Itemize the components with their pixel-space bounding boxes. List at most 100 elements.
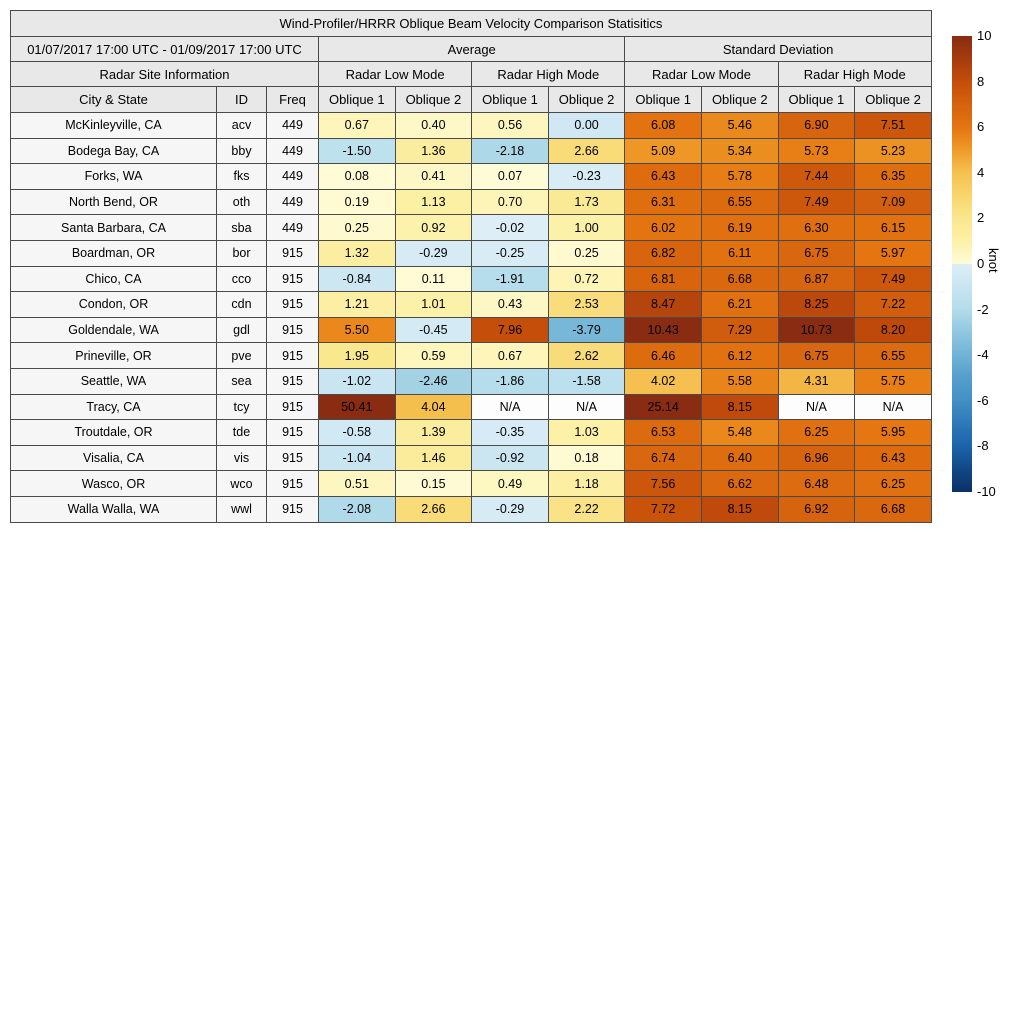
value-cell: 2.22 [547, 495, 626, 523]
city-cell: North Bend, OR [10, 188, 217, 216]
site-id-cell: fks [216, 163, 267, 190]
value-cell: 6.31 [624, 188, 702, 216]
value-cell: 1.95 [318, 342, 396, 369]
col-header-oblique-1: Oblique 1 [318, 86, 396, 113]
freq-cell: 449 [266, 137, 319, 165]
value-cell: 0.18 [547, 444, 626, 472]
value-cell: 5.23 [854, 137, 932, 165]
value-cell: 50.41 [318, 393, 396, 421]
city-cell: Bodega Bay, CA [10, 137, 217, 165]
value-cell: 1.73 [547, 188, 626, 216]
colorbar-tick-label: -4 [977, 347, 989, 363]
col-header-freq: Freq [266, 86, 319, 113]
value-cell: 0.49 [471, 470, 549, 497]
value-cell: 0.08 [318, 163, 396, 190]
col-header-oblique-1: Oblique 1 [624, 86, 702, 113]
value-cell: 6.48 [777, 470, 856, 497]
value-cell: 8.15 [700, 393, 779, 421]
period-cell: 01/07/2017 17:00 UTC - 01/09/2017 17:00 … [10, 36, 319, 62]
colorbar-tick-label: -8 [977, 438, 989, 454]
value-cell: 0.25 [547, 239, 626, 267]
value-cell: 1.03 [547, 419, 626, 446]
freq-cell: 915 [266, 444, 319, 472]
freq-cell: 915 [266, 470, 319, 497]
value-cell: 1.32 [318, 239, 396, 267]
value-cell: N/A [471, 393, 549, 421]
value-cell: 6.90 [777, 112, 856, 139]
table-title: Wind-Profiler/HRRR Oblique Beam Velocity… [10, 10, 932, 37]
value-cell: 7.49 [854, 265, 932, 293]
value-cell: 6.55 [854, 342, 932, 369]
value-cell: 6.43 [624, 163, 702, 190]
value-cell: 0.56 [471, 112, 549, 139]
value-cell: 6.25 [777, 419, 856, 446]
value-cell: -0.23 [547, 163, 626, 190]
freq-cell: 915 [266, 393, 319, 421]
table-row: Forks, WA fks 449 0.08 0.41 0.07 -0.23 6.43 5.78… [10, 163, 932, 190]
value-cell: 6.40 [700, 444, 779, 472]
value-cell: 6.12 [700, 342, 779, 369]
value-cell: 1.46 [394, 444, 473, 472]
title-row: Wind-Profiler/HRRR Oblique Beam Velocity… [10, 10, 932, 37]
value-cell: 5.50 [318, 316, 396, 344]
value-cell: 5.34 [700, 137, 779, 165]
col-header-oblique-1: Oblique 1 [777, 86, 856, 113]
table-row: McKinleyville, CA acv 449 0.67 0.40 0.56 0.00 6… [10, 112, 932, 139]
value-cell: -1.91 [471, 265, 549, 293]
value-cell: 7.09 [854, 188, 932, 216]
value-cell: 6.96 [777, 444, 856, 472]
value-cell: 10.43 [624, 316, 702, 344]
site-id-cell: vis [216, 444, 267, 472]
col-header-oblique-1: Oblique 1 [471, 86, 549, 113]
city-cell: Tracy, CA [10, 393, 217, 421]
value-cell: 0.67 [318, 112, 396, 139]
value-cell: 7.49 [777, 188, 856, 216]
city-cell: Seattle, WA [10, 367, 217, 395]
value-cell: -2.18 [471, 137, 549, 165]
value-cell: 5.95 [854, 419, 932, 446]
value-cell: -1.02 [318, 367, 396, 395]
column-header-row: City & State ID Freq Oblique 1 Oblique 2… [10, 86, 932, 113]
value-cell: -1.50 [318, 137, 396, 165]
site-id-cell: wco [216, 470, 267, 497]
city-cell: Goldendale, WA [10, 316, 217, 344]
value-cell: N/A [547, 393, 626, 421]
value-cell: 6.55 [700, 188, 779, 216]
site-id-cell: gdl [216, 316, 267, 344]
freq-cell: 915 [266, 419, 319, 446]
value-cell: 6.19 [700, 214, 779, 241]
value-cell: -2.46 [394, 367, 473, 395]
value-cell: 5.46 [700, 112, 779, 139]
value-cell: 6.87 [777, 265, 856, 293]
stats-table: Wind-Profiler/HRRR Oblique Beam Velocity… [10, 10, 932, 523]
value-cell: 6.11 [700, 239, 779, 267]
value-cell: 5.78 [700, 163, 779, 190]
site-id-cell: acv [216, 112, 267, 139]
value-cell: -1.58 [547, 367, 626, 395]
value-cell: -1.86 [471, 367, 549, 395]
city-cell: Santa Barbara, CA [10, 214, 217, 241]
value-cell: 8.25 [777, 291, 856, 318]
value-cell: 1.13 [394, 188, 473, 216]
value-cell: -0.02 [471, 214, 549, 241]
value-cell: 25.14 [624, 393, 702, 421]
value-cell: 6.21 [700, 291, 779, 318]
value-cell: 7.44 [777, 163, 856, 190]
value-cell: 8.47 [624, 291, 702, 318]
value-cell: 7.29 [700, 316, 779, 344]
value-cell: 5.48 [700, 419, 779, 446]
avg-high-mode-header: Radar High Mode [471, 61, 626, 87]
col-header-oblique-2: Oblique 2 [547, 86, 626, 113]
colorbar-tick-label: 0 [977, 256, 985, 271]
value-cell: 4.04 [394, 393, 473, 421]
value-cell: 0.67 [471, 342, 549, 369]
value-cell: 0.15 [394, 470, 473, 497]
group-std-dev: Standard Deviation [624, 36, 932, 62]
value-cell: 1.39 [394, 419, 473, 446]
freq-cell: 449 [266, 188, 319, 216]
site-id-cell: wwl [216, 495, 267, 523]
colorbar-tick-label: -10 [977, 484, 996, 499]
value-cell: 6.02 [624, 214, 702, 241]
city-cell: Walla Walla, WA [10, 495, 217, 523]
value-cell: 6.75 [777, 239, 856, 267]
